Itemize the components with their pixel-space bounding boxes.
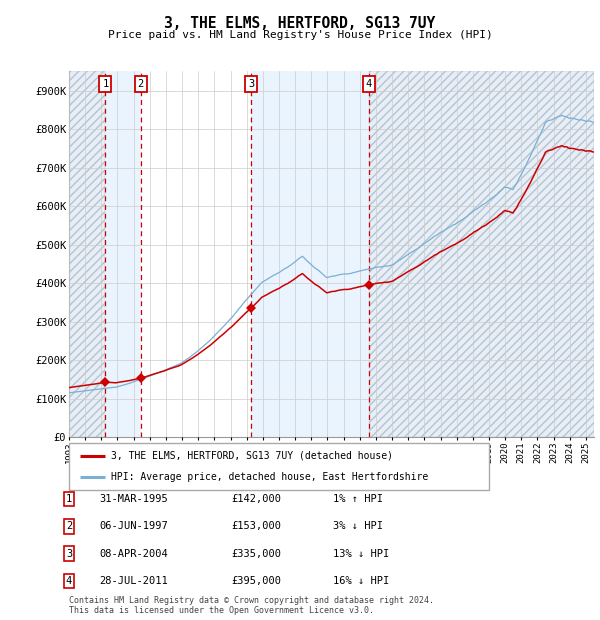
Bar [369,71,594,437]
Text: 16% ↓ HPI: 16% ↓ HPI [333,576,389,586]
Text: 13% ↓ HPI: 13% ↓ HPI [333,549,389,559]
Text: HPI: Average price, detached house, East Hertfordshire: HPI: Average price, detached house, East… [111,472,428,482]
Text: 28-JUL-2011: 28-JUL-2011 [99,576,168,586]
Text: 3, THE ELMS, HERTFORD, SG13 7UY (detached house): 3, THE ELMS, HERTFORD, SG13 7UY (detache… [111,451,393,461]
Text: 1% ↑ HPI: 1% ↑ HPI [333,494,383,504]
Text: 31-MAR-1995: 31-MAR-1995 [99,494,168,504]
Text: £142,000: £142,000 [231,494,281,504]
Text: 3, THE ELMS, HERTFORD, SG13 7UY: 3, THE ELMS, HERTFORD, SG13 7UY [164,16,436,31]
Text: 3% ↓ HPI: 3% ↓ HPI [333,521,383,531]
Text: 3: 3 [66,549,72,559]
Text: 2: 2 [137,79,143,89]
Text: Contains HM Land Registry data © Crown copyright and database right 2024.
This d: Contains HM Land Registry data © Crown c… [69,596,434,615]
Text: £153,000: £153,000 [231,521,281,531]
Bar [106,71,140,437]
Text: £335,000: £335,000 [231,549,281,559]
Text: 4: 4 [366,79,372,89]
FancyBboxPatch shape [69,443,489,490]
Text: 06-JUN-1997: 06-JUN-1997 [99,521,168,531]
Text: 4: 4 [66,576,72,586]
Bar [69,71,106,437]
Text: Price paid vs. HM Land Registry's House Price Index (HPI): Price paid vs. HM Land Registry's House … [107,30,493,40]
Text: 2: 2 [66,521,72,531]
Bar [251,71,369,437]
Text: 1: 1 [102,79,109,89]
Text: £395,000: £395,000 [231,576,281,586]
Text: 3: 3 [248,79,254,89]
Text: 1: 1 [66,494,72,504]
Text: 08-APR-2004: 08-APR-2004 [99,549,168,559]
